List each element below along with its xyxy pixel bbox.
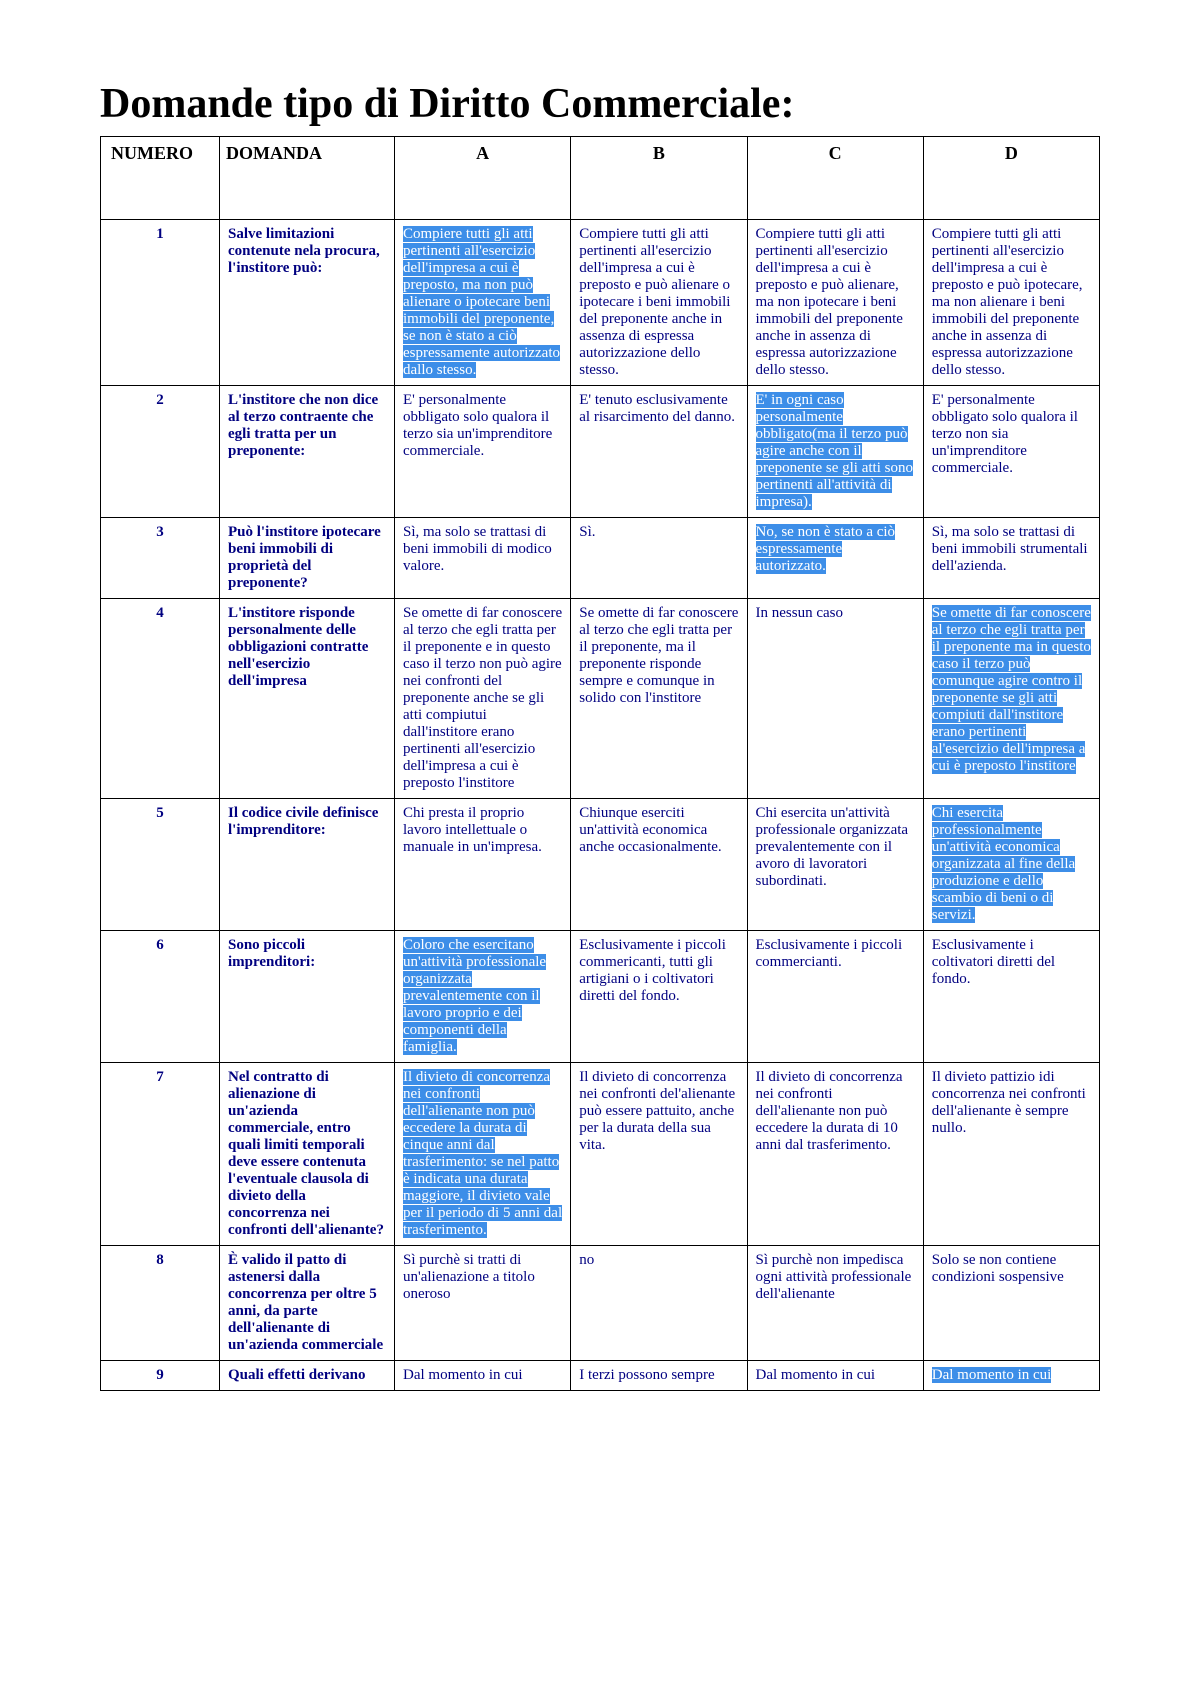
table-row: 4L'institore risponde personalmente dell… xyxy=(101,599,1100,799)
answer-b: Sì. xyxy=(571,518,747,599)
answer-d: Il divieto pattizio idi concorrenza nei … xyxy=(923,1063,1099,1246)
table-row: 2L'institore che non dice al terzo contr… xyxy=(101,386,1100,518)
answer-c: Dal momento in cui xyxy=(747,1361,923,1391)
table-row: 8È valido il patto di astenersi dalla co… xyxy=(101,1246,1100,1361)
col-d: D xyxy=(923,137,1099,220)
question-text: L'institore risponde personalmente delle… xyxy=(220,599,395,799)
answer-a: Compiere tutti gli atti pertinenti all'e… xyxy=(395,220,571,386)
questions-table: NUMERO DOMANDA A B C D 1Salve limitazion… xyxy=(100,136,1100,1391)
col-domanda: DOMANDA xyxy=(220,137,395,220)
row-number: 8 xyxy=(101,1246,220,1361)
question-text: Salve limitazioni contenute nela procura… xyxy=(220,220,395,386)
answer-c: Chi esercita un'attività professionale o… xyxy=(747,799,923,931)
question-text: L'institore che non dice al terzo contra… xyxy=(220,386,395,518)
question-text: Il codice civile definisce l'imprenditor… xyxy=(220,799,395,931)
table-row: 6Sono piccoli imprenditori:Coloro che es… xyxy=(101,931,1100,1063)
answer-c: Sì purchè non impedisca ogni attività pr… xyxy=(747,1246,923,1361)
document-page: Domande tipo di Diritto Commerciale: NUM… xyxy=(0,0,1200,1431)
col-a: A xyxy=(395,137,571,220)
answer-d: E' personalmente obbligato solo qualora … xyxy=(923,386,1099,518)
answer-c: In nessun caso xyxy=(747,599,923,799)
question-text: Può l'institore ipotecare beni immobili … xyxy=(220,518,395,599)
row-number: 3 xyxy=(101,518,220,599)
answer-d: Solo se non contiene condizioni sospensi… xyxy=(923,1246,1099,1361)
answer-c: Il divieto di concorrenza nei confronti … xyxy=(747,1063,923,1246)
question-text: Quali effetti derivano xyxy=(220,1361,395,1391)
answer-c: Esclusivamente i piccoli commercianti. xyxy=(747,931,923,1063)
answer-a: Sì, ma solo se trattasi di beni immobili… xyxy=(395,518,571,599)
answer-b: I terzi possono sempre xyxy=(571,1361,747,1391)
question-text: Sono piccoli imprenditori: xyxy=(220,931,395,1063)
answer-b: Chiunque eserciti un'attività economica … xyxy=(571,799,747,931)
row-number: 9 xyxy=(101,1361,220,1391)
answer-b: no xyxy=(571,1246,747,1361)
answer-d: Chi esercita professionalmente un'attivi… xyxy=(923,799,1099,931)
answer-b: E' tenuto esclusivamente al risarcimento… xyxy=(571,386,747,518)
question-text: Nel contratto di alienazione di un'azien… xyxy=(220,1063,395,1246)
answer-d: Sì, ma solo se trattasi di beni immobili… xyxy=(923,518,1099,599)
answer-a: Se omette di far conoscere al terzo che … xyxy=(395,599,571,799)
table-row: 7Nel contratto di alienazione di un'azie… xyxy=(101,1063,1100,1246)
answer-c: No, se non è stato a ciò espressamente a… xyxy=(747,518,923,599)
col-numero: NUMERO xyxy=(101,137,220,220)
answer-a: E' personalmente obbligato solo qualora … xyxy=(395,386,571,518)
answer-a: Chi presta il proprio lavoro intellettua… xyxy=(395,799,571,931)
answer-a: Il divieto di concorrenza nei confronti … xyxy=(395,1063,571,1246)
table-row: 9Quali effetti derivanoDal momento in cu… xyxy=(101,1361,1100,1391)
answer-c: E' in ogni caso personalmente obbligato(… xyxy=(747,386,923,518)
question-text: È valido il patto di astenersi dalla con… xyxy=(220,1246,395,1361)
table-row: 5Il codice civile definisce l'imprendito… xyxy=(101,799,1100,931)
table-row: 1Salve limitazioni contenute nela procur… xyxy=(101,220,1100,386)
answer-d: Se omette di far conoscere al terzo che … xyxy=(923,599,1099,799)
table-row: 3Può l'institore ipotecare beni immobili… xyxy=(101,518,1100,599)
answer-c: Compiere tutti gli atti pertinenti all'e… xyxy=(747,220,923,386)
answer-b: Se omette di far conoscere al terzo che … xyxy=(571,599,747,799)
row-number: 6 xyxy=(101,931,220,1063)
row-number: 5 xyxy=(101,799,220,931)
row-number: 1 xyxy=(101,220,220,386)
answer-a: Sì purchè si tratti di un'alienazione a … xyxy=(395,1246,571,1361)
answer-a: Dal momento in cui xyxy=(395,1361,571,1391)
answer-d: Esclusivamente i coltivatori diretti del… xyxy=(923,931,1099,1063)
answer-b: Compiere tutti gli atti pertinenti all'e… xyxy=(571,220,747,386)
answer-a: Coloro che esercitano un'attività profes… xyxy=(395,931,571,1063)
answer-b: Il divieto di concorrenza nei confronti … xyxy=(571,1063,747,1246)
answer-d: Dal momento in cui xyxy=(923,1361,1099,1391)
col-b: B xyxy=(571,137,747,220)
col-c: C xyxy=(747,137,923,220)
answer-d: Compiere tutti gli atti pertinenti all'e… xyxy=(923,220,1099,386)
row-number: 2 xyxy=(101,386,220,518)
row-number: 4 xyxy=(101,599,220,799)
row-number: 7 xyxy=(101,1063,220,1246)
page-title: Domande tipo di Diritto Commerciale: xyxy=(100,80,1100,128)
answer-b: Esclusivamente i piccoli commericanti, t… xyxy=(571,931,747,1063)
